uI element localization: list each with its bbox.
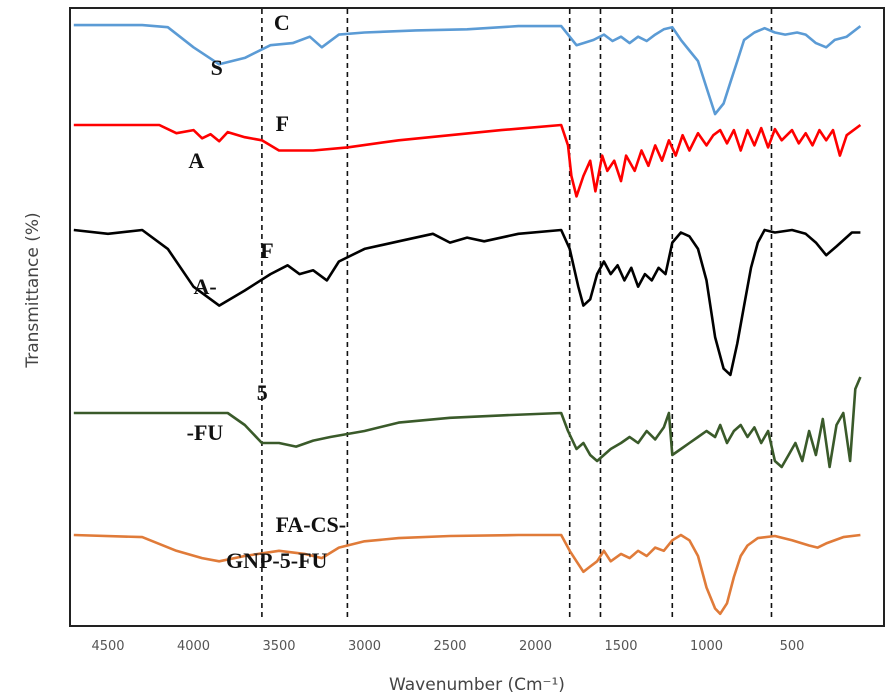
x-tick-label: 2500 xyxy=(433,639,466,654)
series-line xyxy=(73,123,862,198)
series-label: F xyxy=(260,238,273,263)
series-label: -FU xyxy=(187,420,224,445)
series-line xyxy=(73,228,861,377)
x-tick-label: 4500 xyxy=(91,639,124,654)
x-tick-label: 1000 xyxy=(690,639,723,654)
plot-frame xyxy=(69,7,885,627)
series-labels: C S F A F A- 5 -FU FA-CS- GNP-5-FU xyxy=(187,10,346,573)
series-label: A xyxy=(188,148,204,173)
series-label: FA-CS- xyxy=(276,512,346,537)
series-label: A- xyxy=(194,274,217,299)
series-line xyxy=(73,23,862,116)
x-tick-label: 2000 xyxy=(519,639,552,654)
series-label: F xyxy=(276,111,289,136)
series-label: C xyxy=(274,10,290,35)
x-axis-title: Wavenumber (Cm⁻¹) xyxy=(389,675,565,695)
series-label: S xyxy=(211,55,223,80)
x-tick-label: 1500 xyxy=(604,639,637,654)
series-label: 5 xyxy=(257,380,268,405)
series-line xyxy=(73,376,862,469)
x-tick-label: 3000 xyxy=(348,639,381,654)
reference-lines xyxy=(261,9,773,620)
series-label: GNP-5-FU xyxy=(226,548,328,573)
y-axis-title: Transmittance (%) xyxy=(23,212,43,368)
x-tick-label: 4000 xyxy=(177,639,210,654)
x-tick-label: 500 xyxy=(780,639,805,654)
series-layer xyxy=(73,23,862,616)
x-tick-label: 3500 xyxy=(262,639,295,654)
x-tick-labels: 4500 4000 3500 3000 2500 2000 1500 1000 500 xyxy=(91,639,804,654)
series-line xyxy=(73,533,861,616)
